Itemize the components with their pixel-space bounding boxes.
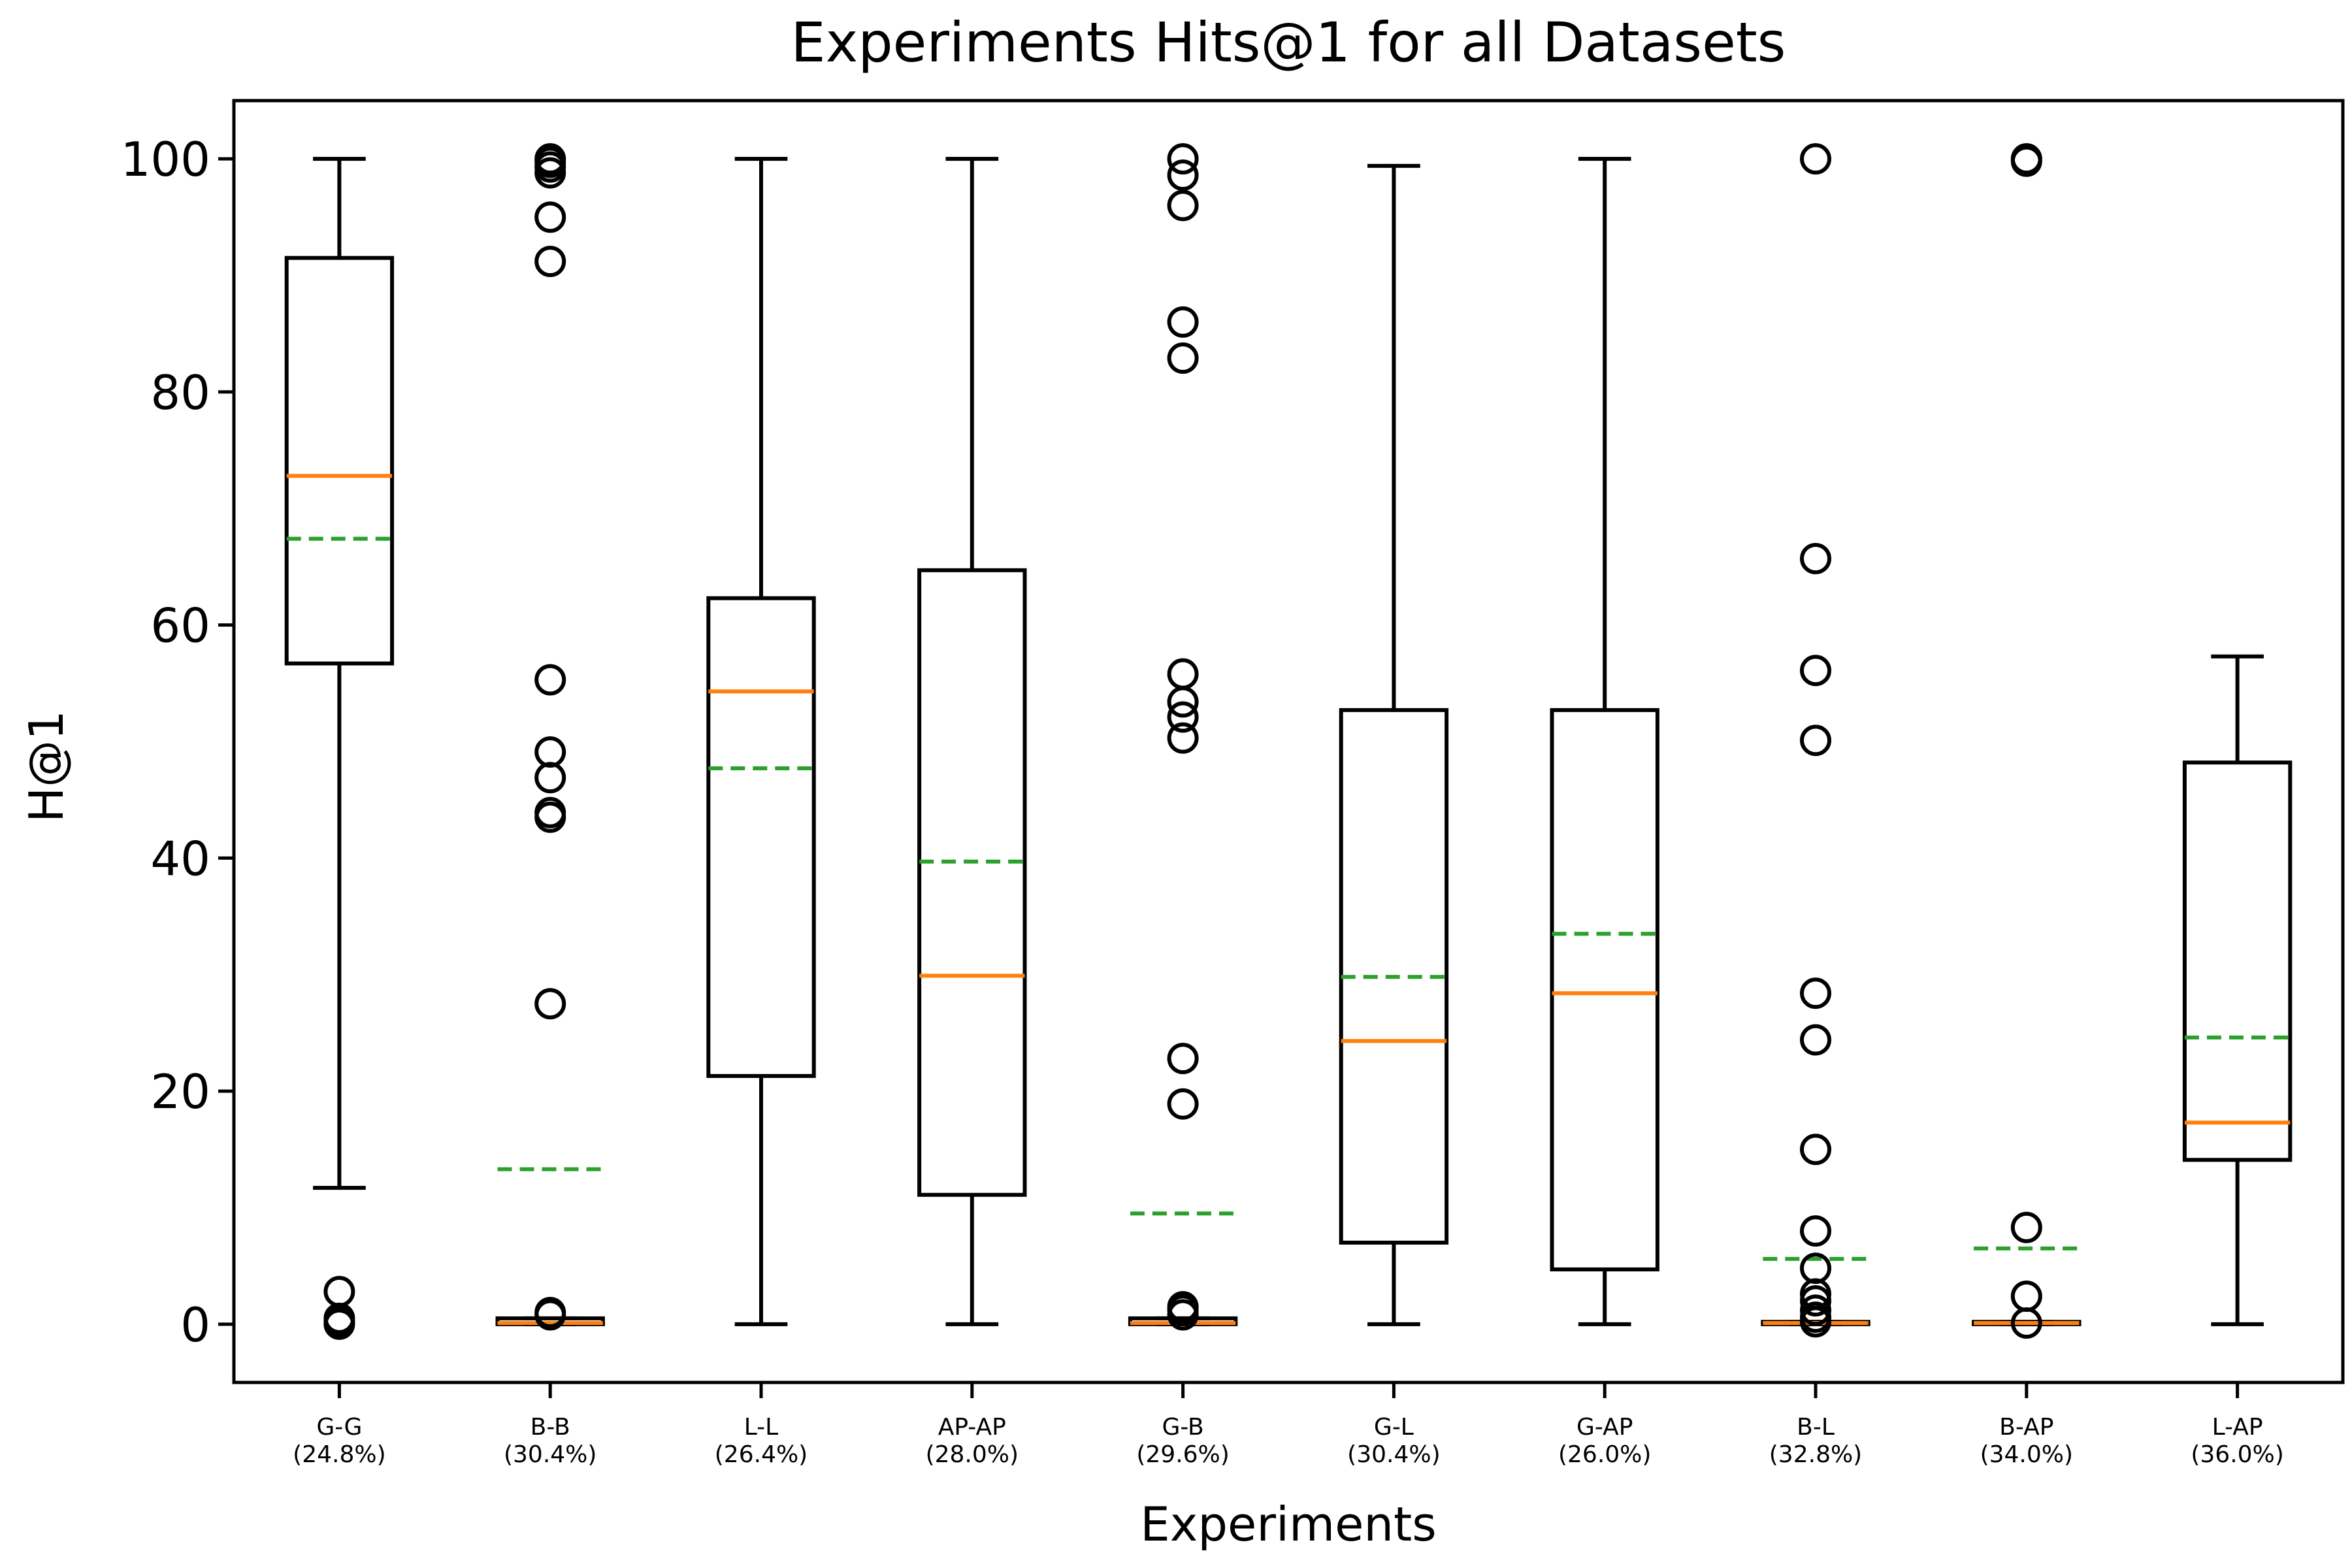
outlier-point — [1800, 1215, 1831, 1247]
y-tick-label: 80 — [150, 365, 210, 420]
x-tick-percent-label: (24.8%) — [293, 1441, 385, 1468]
outlier-point — [1800, 143, 1831, 175]
iqr-box — [2182, 760, 2293, 1162]
chart-title: Experiments Hits@1 for all Datasets — [791, 10, 1786, 74]
boxes-layer — [284, 143, 2293, 1340]
outlier-point — [1800, 1134, 1831, 1166]
outlier-point — [1800, 725, 1831, 757]
box-group-l-ap — [2182, 654, 2293, 1326]
x-tick-label: B-L — [1797, 1414, 1835, 1441]
x-tick-label: G-B — [1162, 1414, 1203, 1441]
x-tick-percent-label: (29.6%) — [1136, 1441, 1229, 1468]
x-tick-percent-label: (26.4%) — [715, 1441, 808, 1468]
outlier-point — [534, 157, 566, 189]
iqr-box — [284, 255, 395, 666]
iqr-box — [706, 596, 816, 1078]
iqr-box — [917, 568, 1027, 1197]
outlier-point — [323, 1308, 355, 1340]
x-tick-label: L-L — [744, 1414, 778, 1441]
outlier-point — [1167, 686, 1199, 718]
iqr-box — [1550, 708, 1659, 1271]
outlier-point — [2010, 1307, 2042, 1339]
y-tick-label: 60 — [150, 598, 210, 653]
x-tick-label: B-B — [531, 1414, 570, 1441]
y-tick-label: 20 — [150, 1064, 210, 1119]
box-group-g-l — [1339, 163, 1449, 1326]
x-tick-percent-label: (30.4%) — [1347, 1441, 1440, 1468]
outlier-point — [1800, 1024, 1831, 1056]
x-axis: G-G(24.8%)B-B(30.4%)L-L(26.4%)AP-AP(28.0… — [293, 1382, 2284, 1468]
outlier-point — [534, 664, 566, 696]
x-tick-label: G-G — [316, 1414, 362, 1441]
outlier-point — [1167, 342, 1199, 374]
outlier-point — [534, 801, 566, 833]
plot-frame — [232, 99, 2345, 1384]
outlier-point — [1800, 1285, 1831, 1317]
outlier-point — [1800, 1306, 1831, 1338]
y-tick-label: 100 — [121, 132, 210, 187]
outlier-point — [1800, 655, 1831, 687]
y-tick-label: 40 — [150, 831, 210, 886]
box-group-g-ap — [1550, 157, 1659, 1326]
x-tick-label: G-AP — [1576, 1414, 1633, 1441]
x-tick-percent-label: (32.8%) — [1769, 1441, 1862, 1468]
outlier-point — [1167, 1043, 1199, 1075]
x-tick-label: G-L — [1374, 1414, 1414, 1441]
outlier-point — [534, 1299, 566, 1331]
x-tick-label: L-AP — [2212, 1414, 2263, 1441]
box-group-b-l — [1761, 143, 1870, 1338]
x-tick-percent-label: (28.0%) — [926, 1441, 1019, 1468]
x-tick-label: AP-AP — [938, 1414, 1006, 1441]
y-axis-label: H@1 — [19, 710, 74, 823]
box-group-b-ap — [1972, 143, 2082, 1339]
x-tick-percent-label: (34.0%) — [1980, 1441, 2073, 1468]
outlier-point — [1167, 722, 1199, 754]
outlier-point — [1167, 1088, 1199, 1120]
y-tick-label: 0 — [180, 1298, 210, 1352]
outlier-point — [1167, 189, 1199, 221]
x-tick-percent-label: (26.0%) — [1558, 1441, 1651, 1468]
outlier-point — [1167, 143, 1199, 175]
outlier-point — [2010, 1211, 2042, 1243]
y-axis: 0 20 40 60 80 100 — [121, 132, 234, 1352]
outlier-point — [1800, 542, 1831, 574]
box-group-g-b — [1128, 143, 1238, 1331]
outlier-point — [1167, 306, 1199, 338]
outlier-point — [1167, 701, 1199, 733]
x-tick-percent-label: (30.4%) — [504, 1441, 596, 1468]
outlier-point — [1800, 977, 1831, 1009]
x-tick-label: B-AP — [1999, 1414, 2053, 1441]
box-group-l-l — [706, 157, 816, 1326]
outlier-point — [534, 201, 566, 233]
outlier-point — [2010, 145, 2042, 177]
box-group-b-b — [495, 143, 605, 1331]
x-axis-label: Experiments — [1140, 1497, 1437, 1552]
outlier-point — [1167, 159, 1199, 191]
outlier-point — [534, 762, 566, 794]
outlier-point — [534, 988, 566, 1020]
box-group-g-g — [284, 157, 395, 1340]
x-tick-percent-label: (36.0%) — [2191, 1441, 2283, 1468]
outlier-point — [534, 246, 566, 278]
box-group-ap-ap — [917, 157, 1027, 1326]
outlier-point — [1167, 1299, 1199, 1331]
